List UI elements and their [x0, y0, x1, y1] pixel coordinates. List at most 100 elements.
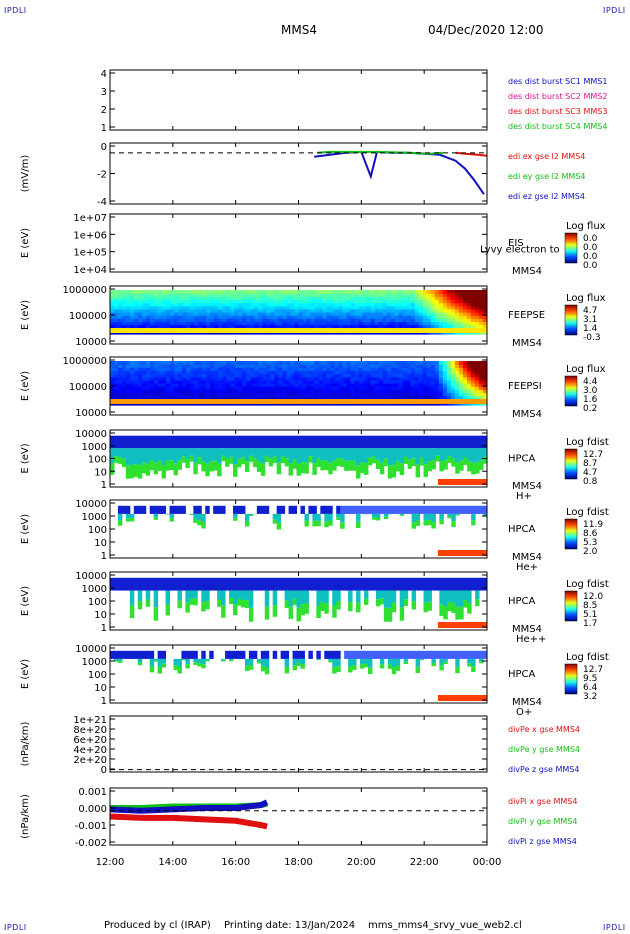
heatmap-cell — [197, 663, 202, 667]
heatmap-cell — [130, 367, 135, 372]
heatmap-cell — [138, 324, 143, 329]
heatmap-cell — [174, 324, 179, 329]
heatmap-cell — [218, 305, 223, 310]
heatmap-cell — [246, 296, 251, 301]
heatmap-cell — [226, 318, 231, 323]
heatmap-cell — [447, 456, 452, 463]
heatmap-cell — [302, 370, 308, 375]
heatmap-cell — [238, 367, 243, 372]
heatmap-cell — [431, 448, 436, 460]
heatmap-cell — [422, 386, 428, 390]
heatmap-cell — [475, 650, 480, 659]
heatmap-cell — [360, 650, 365, 659]
x-tick-label: 20:00 — [347, 857, 376, 868]
y-tick-label: 1e+21 — [73, 715, 107, 726]
panel-HPCA_O-data — [110, 650, 487, 701]
heatmap-cell — [142, 395, 147, 400]
heatmap-cell — [117, 513, 123, 521]
heatmap-cell — [244, 600, 250, 609]
heatmap-cell — [165, 577, 171, 591]
heatmap-cell — [233, 577, 238, 591]
heatmap-cell — [426, 302, 432, 307]
heatmap-cell — [334, 299, 340, 304]
heatmap-cell — [154, 386, 159, 390]
heatmap-cell — [410, 305, 416, 310]
heatmap-cell — [206, 376, 211, 381]
heatmap-cell — [150, 312, 155, 316]
heatmap-cell — [146, 308, 151, 313]
heatmap-cell — [166, 392, 171, 397]
heatmap-cell — [162, 302, 167, 307]
heatmap-cell — [198, 386, 203, 390]
heatmap-cell — [479, 658, 484, 662]
heatmap-cell — [344, 448, 349, 461]
heatmap-cell — [205, 463, 210, 477]
heatmap-cell — [230, 293, 235, 297]
heatmap-cell — [390, 367, 396, 372]
heatmap-cell — [334, 305, 340, 310]
heatmap-cell — [430, 299, 436, 304]
heatmap-cell — [290, 299, 296, 304]
heatmap-cell — [374, 318, 380, 323]
heatmap-cell — [336, 666, 341, 672]
heatmap-cell — [362, 395, 368, 400]
heatmap-cell — [134, 302, 139, 307]
y-tick-label: 100 — [88, 670, 107, 681]
heatmap-cell — [206, 370, 211, 375]
heatmap-cell — [182, 296, 187, 301]
heatmap-cell — [294, 293, 300, 297]
heatmap-cell — [134, 290, 139, 294]
heatmap-cell — [234, 364, 239, 368]
heatmap-cell — [190, 386, 195, 390]
heatmap-cell — [294, 299, 300, 304]
heatmap-cell — [214, 395, 219, 400]
heatmap-cell — [482, 299, 487, 304]
heatmap-cell — [149, 448, 155, 461]
heatmap-cell — [262, 302, 268, 307]
heatmap-cell — [458, 296, 464, 301]
heatmap-cell — [194, 364, 199, 368]
heatmap-cell — [386, 370, 392, 375]
heatmap-cell — [474, 370, 480, 375]
heatmap-cell — [482, 367, 487, 372]
heatmap-cell — [218, 293, 223, 297]
heatmap-cell — [326, 308, 332, 313]
heatmap-cell — [324, 448, 329, 461]
heatmap-cell — [466, 367, 472, 372]
heatmap-cell — [402, 321, 408, 326]
heatmap-cell — [360, 577, 365, 591]
heatmap-cell — [438, 312, 444, 316]
heatmap-cell — [166, 361, 171, 365]
heatmap-cell — [294, 364, 300, 368]
heatmap-cell — [201, 448, 206, 462]
heatmap-cell — [478, 383, 484, 387]
heatmap-cell — [314, 302, 320, 307]
heatmap-cell — [149, 666, 155, 673]
heatmap-cell — [185, 602, 190, 613]
heatmap-cell — [422, 379, 428, 384]
heatmap-cell — [233, 650, 238, 659]
heatmap-cell — [258, 290, 264, 294]
heatmap-cell — [310, 383, 316, 387]
heatmap-cell — [426, 386, 432, 390]
heatmap-cell — [470, 364, 476, 368]
y-tick-label: 100 — [88, 455, 107, 466]
heatmap-cell — [358, 315, 364, 319]
heatmap-cell — [478, 370, 484, 375]
heatmap-cell — [338, 386, 344, 390]
heatmap-cell — [394, 302, 400, 307]
heatmap-cell — [390, 373, 396, 378]
heatmap-cell — [206, 386, 211, 390]
heatmap-cell — [471, 520, 476, 526]
heatmap-cell — [438, 299, 444, 304]
heatmap-cell — [394, 383, 400, 387]
heatmap-cell — [198, 299, 203, 304]
panel-FEEPSE-data — [110, 290, 487, 335]
heatmap-cell — [370, 367, 376, 372]
heatmap-cell — [482, 370, 487, 375]
species-label: He++ — [516, 634, 546, 645]
heatmap-cell — [129, 435, 135, 449]
heatmap-cell — [150, 318, 155, 323]
instrument-label: FEEPSE — [508, 310, 545, 321]
